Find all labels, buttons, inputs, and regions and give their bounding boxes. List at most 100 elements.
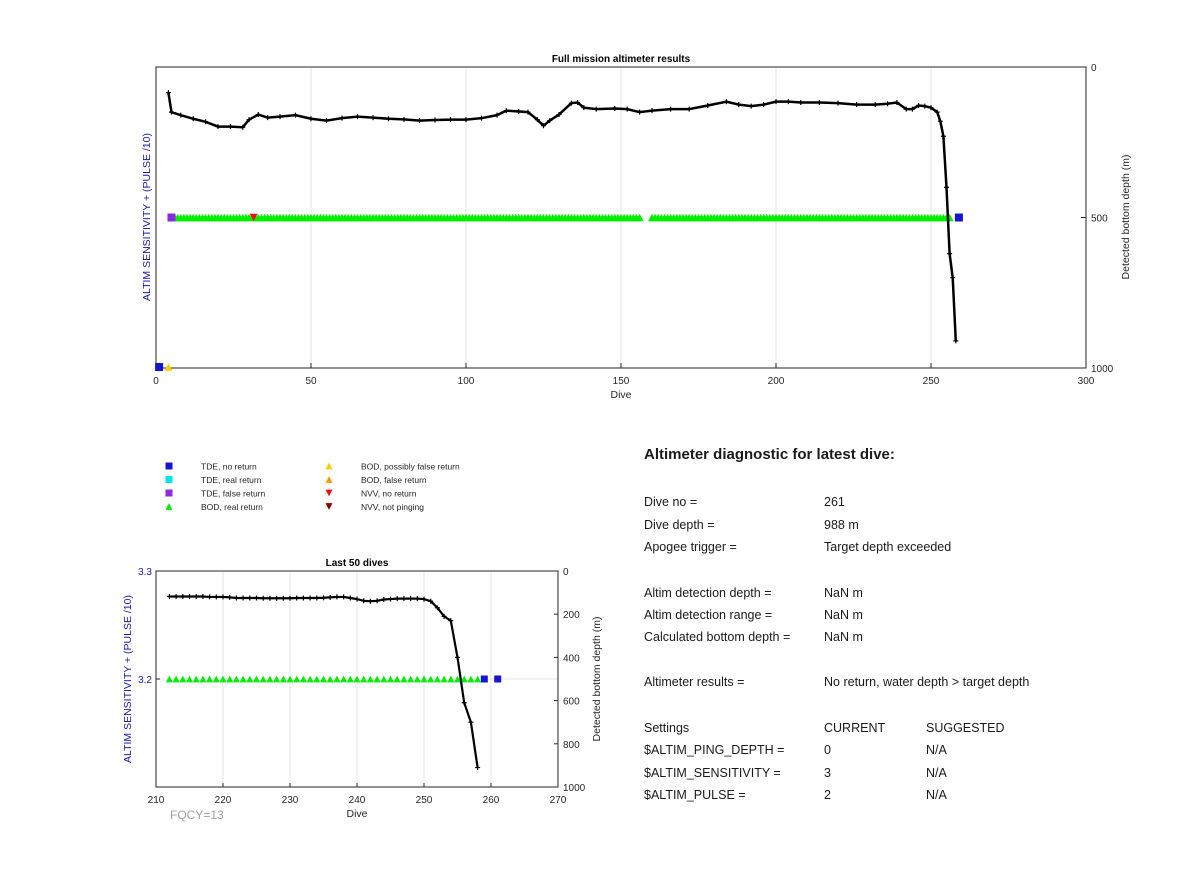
- chart2-marker: [454, 675, 461, 683]
- chart2-marker: [433, 675, 441, 683]
- chart2-marker: [226, 675, 234, 683]
- chart1-marker: [954, 213, 963, 222]
- chart1-ytick-label: 0: [1091, 63, 1097, 74]
- chart1-title: Full mission altimeter results: [552, 54, 691, 65]
- suggested-header: SUGGESTED: [926, 721, 1005, 735]
- det-depth-value: NaN m: [824, 586, 863, 600]
- chart2-depth-point: [381, 597, 387, 603]
- legend-label: BOD, real return: [201, 502, 263, 512]
- det-range-label: Altim detection range =: [644, 608, 773, 622]
- chart1-ytick-label: 500: [1091, 214, 1108, 225]
- chart2-marker: [494, 675, 502, 683]
- chart2-marker: [192, 675, 200, 683]
- chart1-depth-point: [370, 115, 376, 121]
- chart2-depth-point: [240, 595, 246, 601]
- chart1-xtick-label: 0: [153, 376, 159, 387]
- chart2-marker: [413, 675, 421, 683]
- chart2-xtick-label: 220: [215, 795, 232, 806]
- chart1-depth-point: [612, 106, 618, 112]
- chart1-depth-point: [165, 90, 171, 96]
- full-mission-chart: Full mission altimeter results 0 50 100 150…: [141, 54, 1132, 401]
- chart2-marker: [440, 675, 448, 683]
- chart1-depth-point: [516, 109, 522, 115]
- chart2-marker: [199, 675, 207, 683]
- chart2-marker: [239, 675, 247, 683]
- legend-label: BOD, false return: [361, 475, 427, 485]
- chart2-marker: [346, 675, 354, 683]
- chart2-depth-point: [314, 595, 320, 601]
- chart2-depth-point: [173, 593, 179, 599]
- chart1-depth-point: [575, 100, 581, 106]
- chart2-marker: [353, 675, 361, 683]
- legend-label: BOD, possibly false return: [361, 462, 460, 472]
- chart1-depth-point: [773, 99, 779, 105]
- chart2-ltick-label: 3.3: [138, 567, 152, 578]
- chart2-depth-point: [448, 618, 454, 624]
- chart2-marker: [172, 675, 180, 683]
- last-50-dives-chart: Last 50 dives 210 220 230 240 250 260 270 3.3 3…: [122, 558, 603, 822]
- chart1-depth-point: [835, 100, 841, 106]
- chart2-marker: [326, 675, 334, 683]
- chart1-depth-point: [950, 275, 956, 281]
- chart2-marker: [299, 675, 307, 683]
- chart2-depth-point: [408, 596, 414, 602]
- chart1-depth-point: [624, 106, 630, 112]
- chart1-depth-point: [227, 124, 233, 130]
- chart1-depth-point: [386, 116, 391, 122]
- chart2-marker: [474, 675, 482, 683]
- chart1-depth-point: [190, 116, 196, 122]
- dive-no-value: 261: [824, 495, 845, 509]
- chart2-marker: [313, 675, 321, 683]
- chart2-rtick-label: 400: [563, 653, 580, 664]
- chart2-marker: [232, 675, 240, 683]
- chart2-marker: [427, 675, 435, 683]
- chart1-depth-point: [534, 117, 540, 123]
- apogee-label: Apogee trigger =: [644, 540, 737, 554]
- legend-marker: [325, 476, 333, 483]
- chart2-depth-point: [388, 596, 393, 602]
- chart1-marker: [155, 363, 164, 371]
- chart1-depth-point: [798, 100, 804, 106]
- chart2-marker: [212, 675, 220, 683]
- chart2-depth-point: [207, 594, 213, 600]
- chart1-depth-point: [581, 105, 587, 111]
- det-depth-label: Altim detection depth =: [644, 586, 772, 600]
- dive-depth-value: 988 m: [824, 518, 859, 532]
- chart2-depth-point: [233, 595, 239, 601]
- chart1-depth-point: [463, 117, 469, 123]
- chart2-xtick-label: 230: [282, 795, 299, 806]
- calc-depth-label: Calculated bottom depth =: [644, 630, 791, 644]
- chart1-depth-point: [894, 100, 900, 106]
- chart1-depth-point: [432, 117, 438, 123]
- chart2-marker: [360, 675, 368, 683]
- legend-marker: [325, 489, 333, 497]
- chart1-depth-point: [736, 102, 742, 108]
- chart2-depth-point: [461, 700, 467, 706]
- legend-marker: [325, 462, 333, 470]
- chart2-marker: [366, 675, 374, 683]
- chart2-depth-point: [428, 598, 434, 604]
- chart2-depth-point: [401, 596, 407, 602]
- chart2-depth-point: [475, 765, 481, 771]
- chart2-marker: [165, 675, 173, 683]
- chart2-depth-point: [187, 593, 192, 599]
- chart2-marker: [266, 675, 274, 683]
- chart1-depth-point: [240, 124, 246, 130]
- chart2-xtick-label: 270: [550, 795, 567, 806]
- chart1-marker: [249, 213, 258, 222]
- chart2-depth-point: [213, 594, 219, 600]
- chart2-depth-point: [374, 598, 380, 604]
- chart2-xtick-label: 240: [349, 795, 366, 806]
- chart2-marker: [273, 675, 281, 683]
- chart1-xtick-label: 50: [305, 376, 317, 387]
- chart2-depth-point: [434, 605, 440, 611]
- chart2-depth-point: [227, 594, 233, 600]
- chart2-marker: [186, 675, 193, 683]
- chart2-depth-point: [341, 594, 347, 600]
- chart2-depth-point: [321, 595, 326, 601]
- settings-label: Settings: [644, 721, 690, 735]
- sensitivity-label: $ALTIM_SENSITIVITY =: [644, 766, 781, 780]
- chart2-rtick-label: 800: [563, 740, 580, 751]
- chart1-depth-point: [265, 115, 271, 121]
- chart1-depth-point: [401, 116, 407, 122]
